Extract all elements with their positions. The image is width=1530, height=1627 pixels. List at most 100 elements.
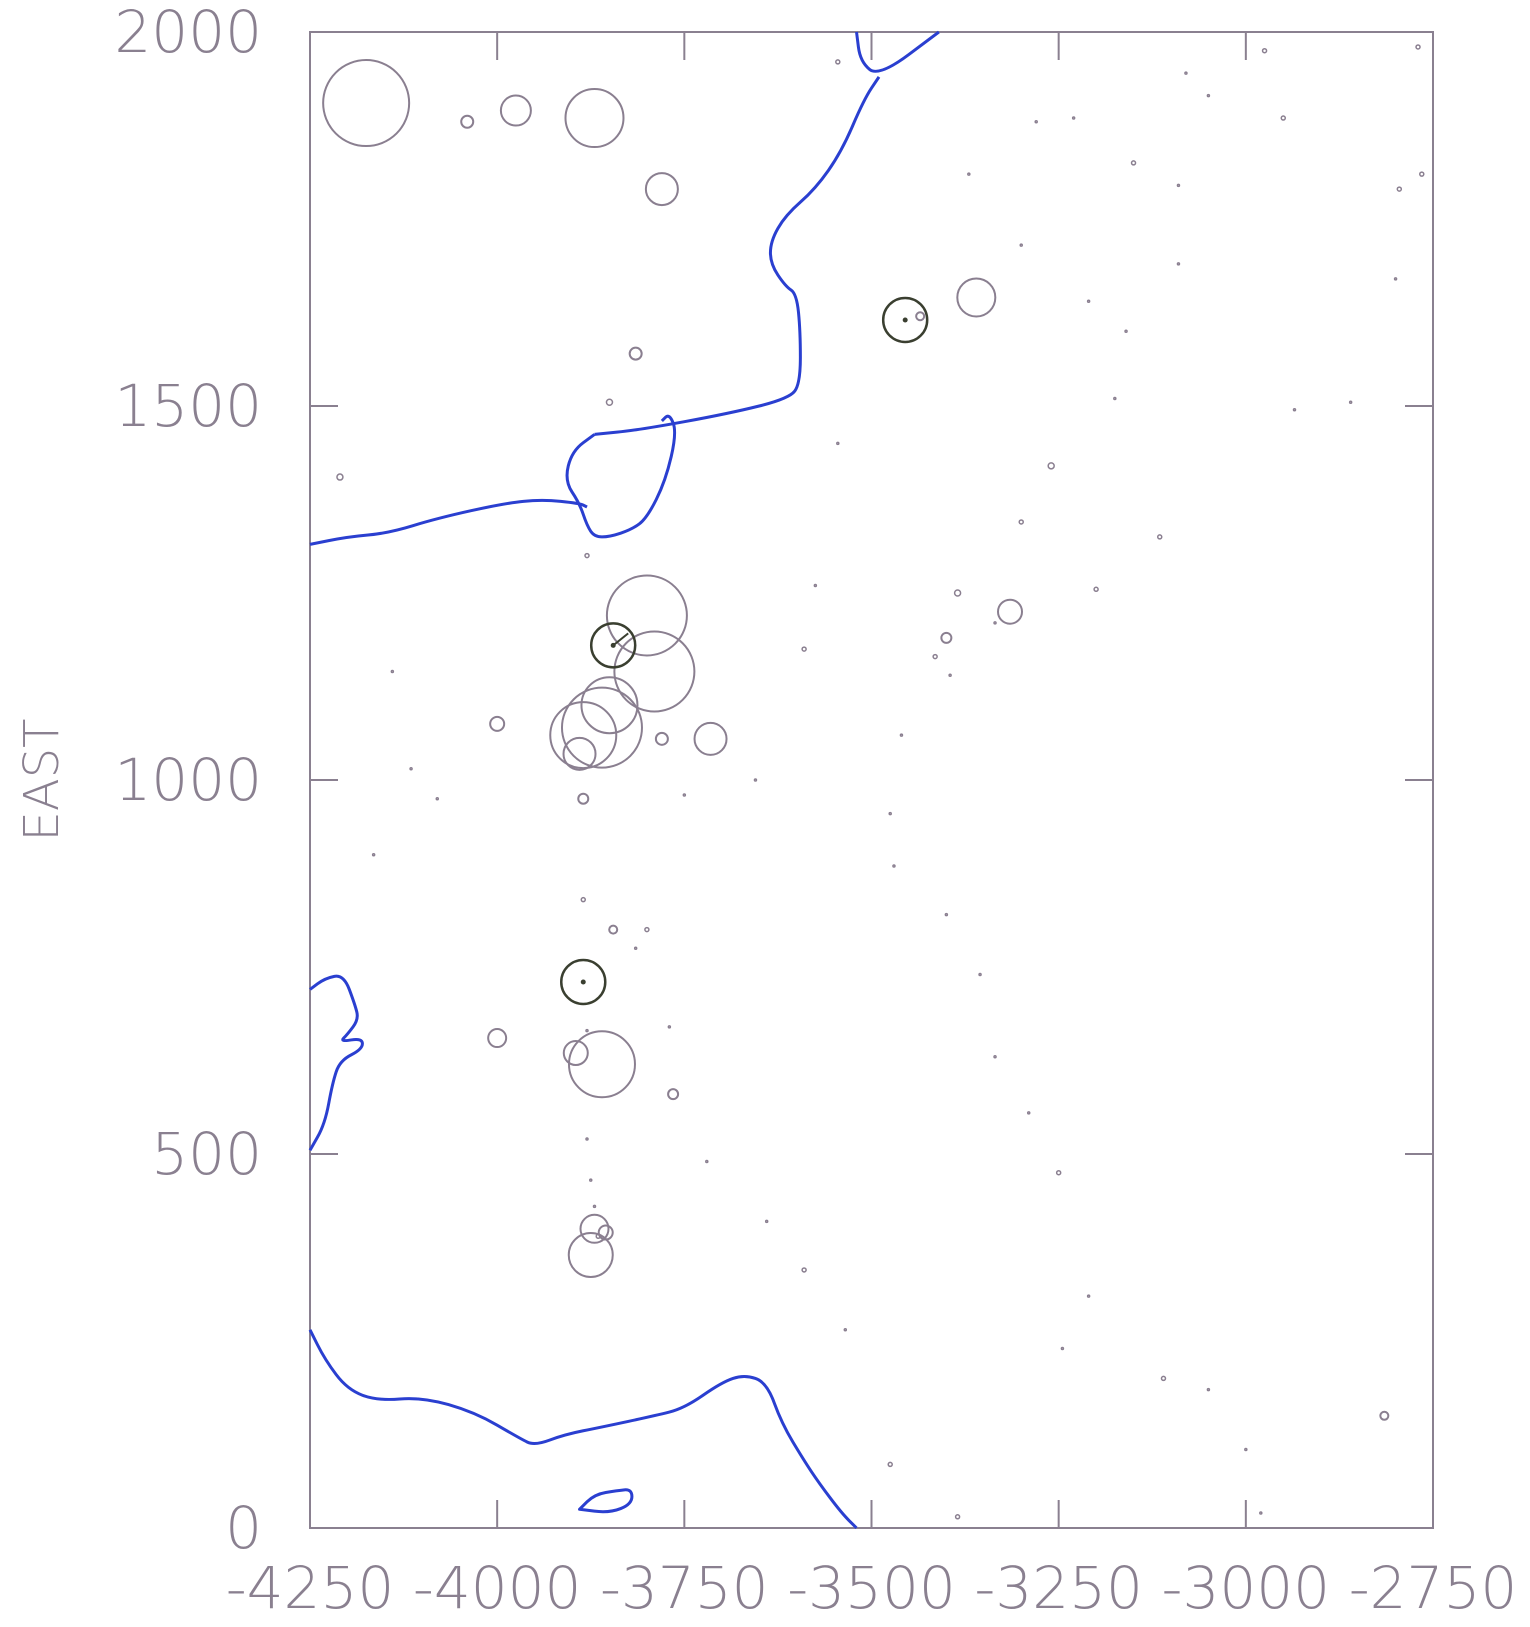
data-point [967, 172, 971, 176]
data-point [813, 583, 818, 588]
data-point [843, 1328, 848, 1332]
contour-line [565, 414, 677, 539]
highlighted-point-center [580, 979, 586, 985]
contour-line [594, 76, 881, 436]
data-point [835, 59, 841, 65]
y-tick-label: 500 [151, 1120, 262, 1188]
x-tick-label: -4250 [226, 1554, 395, 1622]
data-point [567, 1030, 636, 1099]
data-point [633, 946, 638, 951]
data-point [1086, 299, 1091, 304]
data-point [435, 796, 440, 801]
data-point [1184, 71, 1188, 75]
data-point [1160, 1375, 1167, 1382]
data-point [1047, 462, 1055, 470]
data-point [1176, 262, 1181, 266]
highlighted-point [560, 958, 607, 1006]
data-point [693, 721, 728, 756]
data-point [801, 646, 807, 652]
y-tick-label: 2000 [114, 0, 262, 66]
data-point [1379, 1410, 1390, 1421]
data-point [954, 1514, 961, 1520]
data-point [1259, 1511, 1263, 1515]
data-point [322, 59, 411, 148]
data-point [1034, 120, 1038, 124]
data-point [580, 896, 587, 903]
data-point [489, 715, 506, 732]
data-point [953, 589, 962, 597]
highlighted-points [560, 296, 929, 1006]
data-point [390, 669, 395, 674]
data-point [1156, 534, 1163, 540]
contour-line [309, 498, 588, 546]
highlighted-point [589, 622, 637, 669]
data-point [560, 686, 643, 769]
data-point [1113, 396, 1117, 401]
data-point [644, 172, 679, 207]
y-tick-labels: 0 500 1000 1500 2000 [114, 0, 262, 1562]
data-point [567, 1231, 614, 1278]
data-point [1292, 407, 1297, 412]
data-point [1026, 1111, 1031, 1115]
data-point [409, 767, 413, 771]
data-point [608, 924, 619, 935]
data-point [888, 811, 892, 816]
data-point [1261, 47, 1268, 54]
data-point [764, 1219, 769, 1224]
data-point [836, 441, 840, 446]
contour-line [308, 974, 364, 1152]
x-tick-label: -3750 [600, 1554, 769, 1622]
data-point [487, 1028, 508, 1049]
data-point [705, 1159, 709, 1164]
data-point [371, 853, 376, 857]
data-point [580, 676, 639, 735]
contour-lines [308, 30, 940, 1530]
data-point [1280, 115, 1287, 121]
x-tick-label: -3500 [787, 1554, 956, 1622]
data-point [940, 631, 953, 644]
data-point [753, 778, 758, 782]
data-point [1018, 519, 1024, 525]
data-point [1206, 1387, 1211, 1392]
data-point [597, 1224, 614, 1241]
data-point [460, 114, 475, 129]
data-point [1415, 44, 1421, 50]
data-point [948, 673, 952, 678]
data-point [915, 311, 926, 322]
data-points [322, 44, 1425, 1520]
contour-line [308, 1329, 858, 1530]
x-tick-label: -4000 [413, 1554, 582, 1622]
data-point [592, 1204, 597, 1209]
data-point [605, 398, 614, 407]
data-point [682, 793, 687, 797]
data-point [993, 1055, 997, 1059]
data-point [1176, 183, 1181, 188]
data-point [1093, 586, 1099, 593]
data-point [1060, 1346, 1065, 1351]
y-tick-label: 1500 [114, 372, 262, 440]
data-point [978, 972, 982, 977]
contour-line [855, 30, 940, 73]
data-point [585, 1137, 589, 1141]
data-point [1124, 329, 1128, 333]
data-point [585, 1028, 589, 1033]
data-point [667, 1088, 680, 1101]
x-tick-label: -2750 [1349, 1554, 1518, 1622]
data-point [892, 864, 896, 868]
y-tick-label: 0 [225, 1494, 262, 1562]
data-point [584, 552, 590, 559]
data-point [562, 736, 597, 771]
highlighted-point-center [902, 317, 908, 323]
data-point [993, 621, 997, 625]
data-point [1071, 116, 1076, 120]
data-point [605, 574, 688, 657]
y-axis-label: EAST [14, 719, 70, 842]
data-point [577, 792, 590, 805]
y-tick-label: 1000 [114, 746, 262, 814]
data-point [1055, 1169, 1062, 1176]
data-point [549, 701, 618, 770]
data-point [589, 1178, 593, 1182]
x-tick-label: -3250 [974, 1554, 1143, 1622]
data-point [1130, 160, 1137, 166]
